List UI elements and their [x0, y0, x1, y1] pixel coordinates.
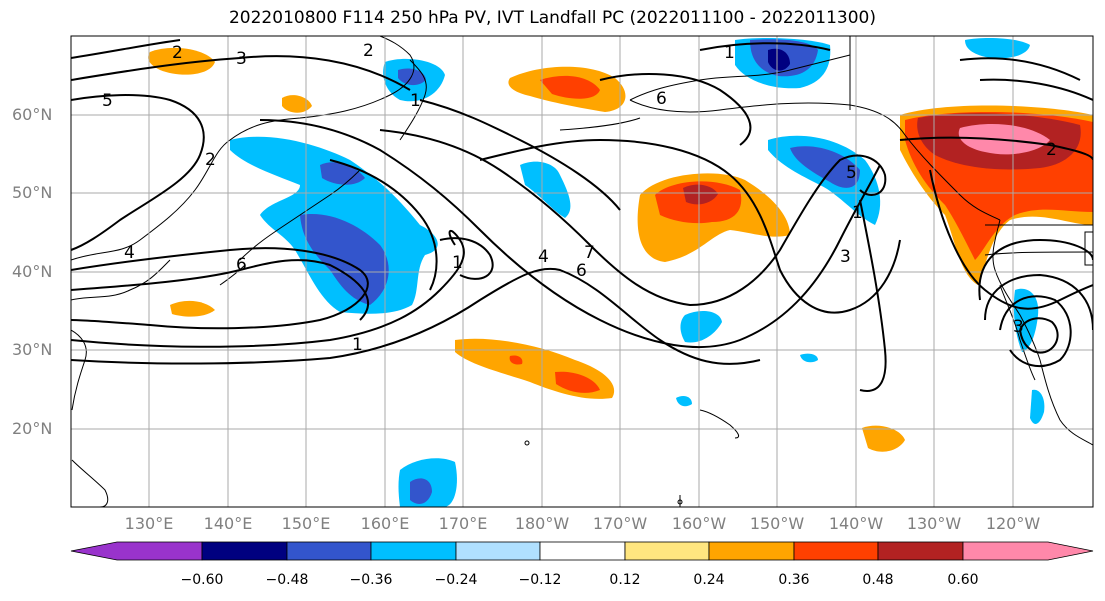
- map-plot-area: 2 3 5 2 1 6 4 2 1 4 1 7 6 1 6 5 3 1 2 3: [71, 36, 1093, 507]
- contour-label: 1: [352, 335, 363, 355]
- lon-label: 160°W: [671, 514, 727, 533]
- colorbar-bin: [877, 541, 964, 561]
- lon-label: 140°W: [828, 514, 884, 533]
- colorbar-bin: [201, 541, 288, 561]
- colorbar-bin: [708, 541, 795, 561]
- contour-label: 1: [852, 203, 863, 223]
- colorbar-bin: [286, 541, 372, 561]
- colorbar-bin: [455, 541, 541, 561]
- colorbar-bin: [539, 541, 626, 561]
- lon-label: 150°W: [749, 514, 805, 533]
- colorbar-tick-label: −0.24: [434, 572, 478, 588]
- plot-frame: [70, 35, 1094, 508]
- colorbar-bin: [624, 541, 710, 561]
- colorbar-extend-high: [962, 541, 1094, 561]
- contour-label: 7: [584, 243, 595, 263]
- contour-label: 5: [102, 91, 113, 111]
- contour-label: 1: [452, 253, 463, 273]
- contour-label: 6: [656, 89, 667, 109]
- contour-label: 2: [172, 43, 183, 63]
- colorbar-extend-low: [70, 541, 203, 561]
- lon-label: 150°E: [281, 514, 331, 533]
- lat-label: 30°N: [12, 340, 53, 359]
- colorbar-tick-label: −0.48: [265, 572, 309, 588]
- contour-label: 1: [410, 91, 421, 111]
- contour-label: 4: [538, 247, 549, 267]
- lon-label: 130°E: [124, 514, 174, 533]
- colorbar-tick-label: −0.60: [180, 572, 224, 588]
- contour-label: 3: [1013, 317, 1024, 337]
- contour-label: 3: [236, 49, 247, 69]
- contour-label: 5: [846, 163, 857, 183]
- map-title: 2022010800 F114 250 hPa PV, IVT Landfall…: [228, 8, 876, 28]
- contour-labels: 2 3 5 2 1 6 4 2 1 4 1 7 6 1 6 5 3 1 2 3: [102, 41, 1057, 355]
- colorbar-tick-label: 0.48: [862, 572, 894, 588]
- colorbar-tick-label: −0.12: [518, 572, 562, 588]
- lon-label: 180°W: [514, 514, 570, 533]
- lat-label: 50°N: [12, 183, 53, 202]
- colorbar: [70, 541, 1094, 561]
- contour-label: 4: [124, 243, 135, 263]
- lon-label: 170°W: [592, 514, 648, 533]
- lon-label: 130°W: [906, 514, 962, 533]
- contour-label: 2: [1046, 140, 1057, 160]
- contour-label: 2: [363, 41, 374, 61]
- colorbar-tick-label: −0.36: [349, 572, 393, 588]
- colorbar-bin: [370, 541, 457, 561]
- colorbar-tick-label: 0.24: [693, 572, 725, 588]
- contour-label: 6: [576, 261, 587, 281]
- lon-label: 140°E: [203, 514, 253, 533]
- colorbar-tick-label: 0.12: [609, 572, 641, 588]
- lat-label: 40°N: [12, 262, 53, 281]
- lon-label: 160°E: [360, 514, 410, 533]
- contour-label: 2: [205, 150, 216, 170]
- contour-label: 6: [236, 255, 247, 275]
- lon-label: 120°W: [985, 514, 1041, 533]
- contour-label: 1: [724, 43, 735, 63]
- lon-label: 170°E: [438, 514, 488, 533]
- lat-label: 60°N: [12, 105, 53, 124]
- lat-label: 20°N: [12, 419, 53, 438]
- anomaly-shading: [148, 37, 1093, 507]
- colorbar-tick-label: 0.36: [778, 572, 810, 588]
- contour-label: 3: [840, 247, 851, 267]
- colorbar-tick-label: 0.60: [947, 572, 979, 588]
- colorbar-bin: [793, 541, 879, 561]
- pv-contours: [71, 39, 1093, 392]
